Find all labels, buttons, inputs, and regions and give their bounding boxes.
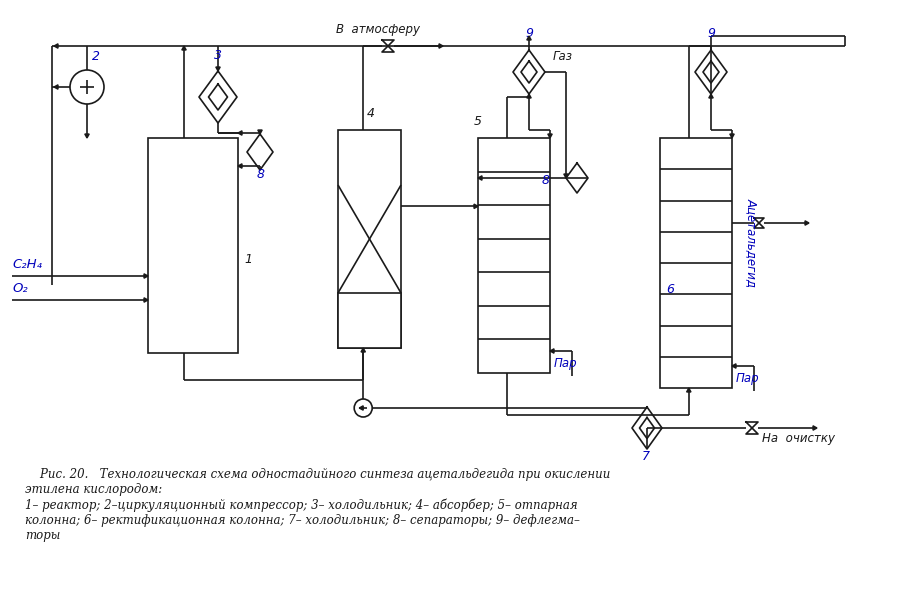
Polygon shape bbox=[730, 134, 734, 138]
Polygon shape bbox=[144, 298, 148, 302]
Polygon shape bbox=[144, 274, 148, 278]
Polygon shape bbox=[216, 67, 220, 71]
Polygon shape bbox=[732, 364, 736, 368]
Text: 6: 6 bbox=[666, 283, 674, 296]
Text: 3: 3 bbox=[214, 49, 222, 62]
Text: Газ: Газ bbox=[553, 50, 573, 63]
Text: O₂: O₂ bbox=[12, 282, 28, 295]
Bar bbox=[660, 138, 732, 388]
Polygon shape bbox=[361, 348, 366, 352]
Polygon shape bbox=[805, 221, 809, 225]
Text: 4: 4 bbox=[366, 107, 375, 120]
Text: Пар: Пар bbox=[554, 357, 578, 370]
Polygon shape bbox=[359, 406, 363, 410]
Polygon shape bbox=[527, 94, 532, 98]
Text: 8: 8 bbox=[257, 168, 265, 181]
Polygon shape bbox=[564, 174, 568, 178]
Text: 9: 9 bbox=[707, 27, 715, 40]
Text: 8: 8 bbox=[542, 174, 550, 187]
Polygon shape bbox=[238, 164, 242, 168]
Polygon shape bbox=[258, 130, 262, 134]
Polygon shape bbox=[54, 44, 58, 48]
Text: Рис. 20.   Технологическая схема одностадийного синтеза ацетальдегида при окисле: Рис. 20. Технологическая схема одностади… bbox=[25, 468, 610, 542]
Polygon shape bbox=[687, 388, 691, 392]
Polygon shape bbox=[708, 94, 713, 98]
Text: 9: 9 bbox=[525, 27, 533, 40]
Bar bbox=[148, 138, 238, 353]
Text: C₂H₄: C₂H₄ bbox=[12, 258, 42, 271]
Polygon shape bbox=[548, 134, 552, 138]
Polygon shape bbox=[527, 36, 532, 40]
Bar bbox=[338, 293, 401, 348]
Text: 1: 1 bbox=[244, 253, 252, 266]
Polygon shape bbox=[54, 85, 58, 89]
Bar bbox=[338, 130, 401, 348]
Polygon shape bbox=[813, 426, 817, 430]
Polygon shape bbox=[439, 44, 443, 48]
Text: Ацетальдегид: Ацетальдегид bbox=[746, 199, 758, 287]
Polygon shape bbox=[238, 131, 242, 135]
Text: В  атмосферу: В атмосферу bbox=[336, 23, 420, 36]
Polygon shape bbox=[181, 46, 186, 50]
Text: 2: 2 bbox=[92, 50, 100, 63]
Bar bbox=[478, 138, 550, 373]
Text: 5: 5 bbox=[474, 115, 482, 128]
Text: 7: 7 bbox=[642, 450, 650, 463]
Text: Пар: Пар bbox=[736, 372, 760, 385]
Text: На  очистку: На очистку bbox=[762, 432, 835, 445]
Polygon shape bbox=[84, 134, 89, 138]
Polygon shape bbox=[550, 349, 554, 353]
Polygon shape bbox=[474, 204, 478, 208]
Polygon shape bbox=[478, 176, 482, 180]
